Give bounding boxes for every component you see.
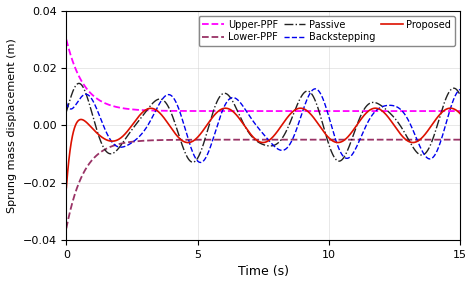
Line: Upper-PPF: Upper-PPF (66, 40, 460, 111)
Upper-PPF (132, 108, 137, 111)
Passive (215, 99, 220, 102)
Lower-PPF (449, 138, 455, 141)
Legend: Upper-PPF, Lower-PPF, Passive, Backstepping, Proposed: Upper-PPF, Lower-PPF, Passive, Backstepp… (199, 16, 455, 46)
Proposed (214, 110, 220, 114)
Backstepping (198, 161, 203, 164)
Line: Proposed: Proposed (66, 108, 460, 188)
Upper-PPF (407, 109, 413, 113)
Backstepping (109, 139, 114, 143)
Backstepping (64, 101, 69, 104)
Upper-PPF (457, 109, 463, 113)
Passive (190, 160, 196, 164)
Passive (76, 82, 82, 85)
Upper-PPF (231, 109, 237, 113)
Proposed (109, 139, 114, 143)
Passive (109, 152, 114, 156)
Proposed (132, 120, 137, 123)
Backstepping (407, 122, 413, 126)
Backstepping (215, 123, 220, 127)
Passive (132, 124, 137, 128)
X-axis label: Time (s): Time (s) (237, 265, 289, 278)
Upper-PPF (64, 38, 69, 41)
Passive (232, 103, 237, 107)
Lower-PPF (231, 138, 237, 141)
Proposed (407, 140, 413, 144)
Passive (450, 87, 456, 90)
Lower-PPF (407, 138, 413, 141)
Proposed (231, 111, 237, 115)
Line: Passive: Passive (66, 84, 460, 162)
Y-axis label: Sprung mass displacement (m): Sprung mass displacement (m) (7, 38, 17, 213)
Backstepping (450, 100, 456, 104)
Backstepping (232, 96, 237, 99)
Upper-PPF (449, 109, 455, 113)
Line: Backstepping: Backstepping (66, 89, 460, 162)
Upper-PPF (109, 104, 114, 107)
Backstepping (132, 139, 137, 142)
Passive (457, 93, 463, 97)
Line: Lower-PPF: Lower-PPF (66, 140, 460, 228)
Lower-PPF (64, 227, 69, 230)
Backstepping (457, 88, 463, 91)
Proposed (64, 186, 69, 190)
Proposed (450, 107, 456, 110)
Lower-PPF (214, 138, 220, 141)
Lower-PPF (132, 140, 137, 143)
Lower-PPF (457, 138, 463, 141)
Proposed (457, 112, 463, 115)
Passive (64, 110, 69, 113)
Upper-PPF (214, 109, 220, 113)
Backstepping (312, 87, 318, 91)
Passive (407, 141, 413, 144)
Proposed (298, 107, 303, 110)
Lower-PPF (109, 145, 114, 148)
